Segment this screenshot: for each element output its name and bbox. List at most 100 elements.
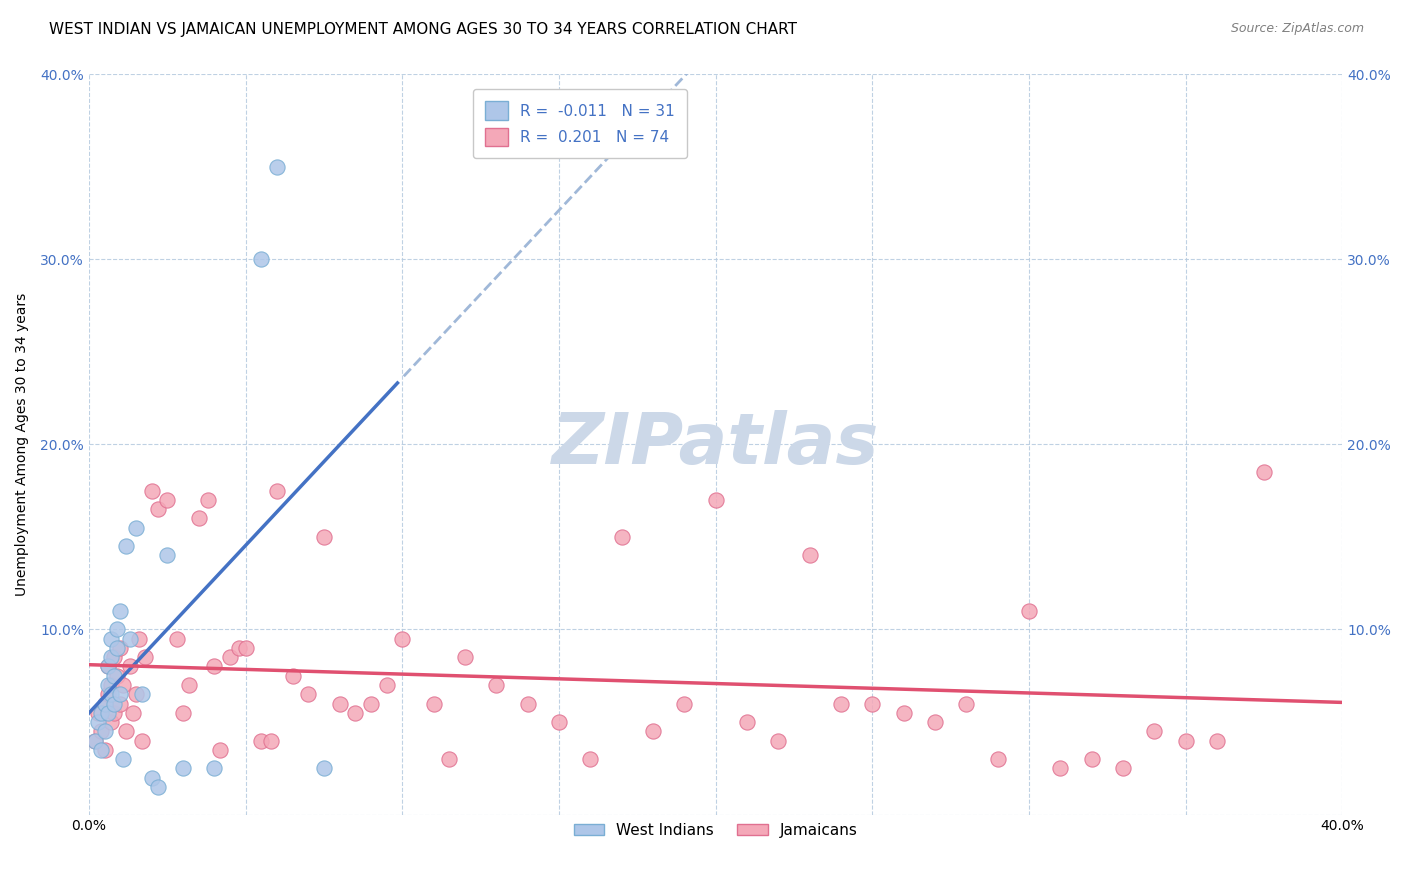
Point — [422, 697, 444, 711]
Text: ZIPatlas: ZIPatlas — [553, 409, 879, 479]
Point — [141, 771, 163, 785]
Point — [281, 669, 304, 683]
Point — [108, 640, 131, 655]
Point — [1018, 604, 1040, 618]
Point — [209, 743, 232, 757]
Point — [235, 640, 257, 655]
Point — [97, 659, 120, 673]
Point — [360, 697, 382, 711]
Point — [202, 761, 225, 775]
Point — [93, 697, 115, 711]
Point — [547, 714, 569, 729]
Point — [118, 632, 141, 646]
Point — [266, 160, 288, 174]
Point — [103, 706, 125, 720]
Point — [115, 539, 138, 553]
Y-axis label: Unemployment Among Ages 30 to 34 years: Unemployment Among Ages 30 to 34 years — [15, 293, 30, 596]
Point — [202, 659, 225, 673]
Point — [131, 733, 153, 747]
Point — [90, 743, 112, 757]
Point — [90, 724, 112, 739]
Text: Source: ZipAtlas.com: Source: ZipAtlas.com — [1230, 22, 1364, 36]
Point — [115, 724, 138, 739]
Point — [312, 761, 335, 775]
Point — [768, 733, 790, 747]
Point — [579, 752, 602, 766]
Point — [228, 640, 250, 655]
Point — [250, 733, 273, 747]
Point — [112, 678, 135, 692]
Point — [454, 650, 477, 665]
Point — [955, 697, 977, 711]
Point — [128, 632, 150, 646]
Point — [108, 687, 131, 701]
Point — [84, 733, 107, 747]
Point — [179, 678, 201, 692]
Point — [84, 733, 107, 747]
Point — [1206, 733, 1229, 747]
Point — [97, 687, 120, 701]
Point — [250, 252, 273, 267]
Point — [146, 502, 169, 516]
Point — [93, 724, 115, 739]
Point — [100, 687, 122, 701]
Point — [735, 714, 758, 729]
Text: WEST INDIAN VS JAMAICAN UNEMPLOYMENT AMONG AGES 30 TO 34 YEARS CORRELATION CHART: WEST INDIAN VS JAMAICAN UNEMPLOYMENT AMO… — [49, 22, 797, 37]
Point — [830, 697, 852, 711]
Point — [156, 549, 179, 563]
Point — [121, 706, 143, 720]
Point — [103, 650, 125, 665]
Point — [987, 752, 1010, 766]
Point — [259, 733, 281, 747]
Point — [516, 697, 538, 711]
Point — [100, 714, 122, 729]
Point — [93, 743, 115, 757]
Point — [172, 706, 194, 720]
Point — [641, 724, 664, 739]
Point — [391, 632, 413, 646]
Point — [156, 492, 179, 507]
Point — [100, 632, 122, 646]
Point — [266, 483, 288, 498]
Point — [97, 678, 120, 692]
Point — [1112, 761, 1135, 775]
Point — [297, 687, 319, 701]
Point — [312, 530, 335, 544]
Point — [105, 623, 128, 637]
Point — [673, 697, 696, 711]
Point — [704, 492, 727, 507]
Point — [146, 780, 169, 794]
Point — [1143, 724, 1166, 739]
Point — [141, 483, 163, 498]
Point — [105, 669, 128, 683]
Point — [172, 761, 194, 775]
Point — [1174, 733, 1197, 747]
Point — [1049, 761, 1071, 775]
Point — [1253, 465, 1275, 479]
Point — [108, 604, 131, 618]
Point — [125, 521, 148, 535]
Point — [375, 678, 398, 692]
Point — [87, 706, 110, 720]
Point — [125, 687, 148, 701]
Point — [610, 530, 633, 544]
Point — [1080, 752, 1102, 766]
Point — [93, 697, 115, 711]
Point — [131, 687, 153, 701]
Point — [924, 714, 946, 729]
Point — [799, 549, 821, 563]
Point — [103, 669, 125, 683]
Point — [893, 706, 915, 720]
Point — [103, 697, 125, 711]
Point — [100, 650, 122, 665]
Point — [197, 492, 219, 507]
Point — [100, 678, 122, 692]
Point — [218, 650, 240, 665]
Point — [134, 650, 156, 665]
Point — [97, 706, 120, 720]
Point — [344, 706, 367, 720]
Point — [187, 511, 209, 525]
Point — [485, 678, 508, 692]
Point — [118, 659, 141, 673]
Point — [97, 659, 120, 673]
